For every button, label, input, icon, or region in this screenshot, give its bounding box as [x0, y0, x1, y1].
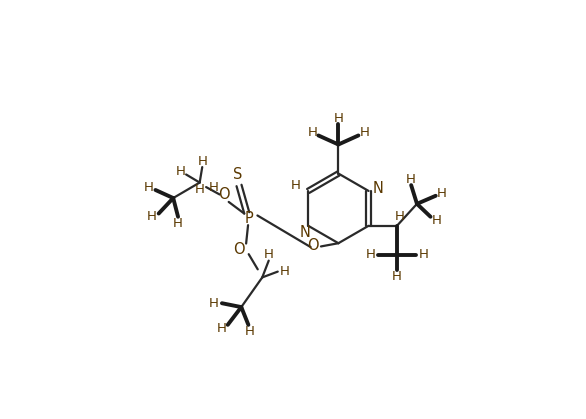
Text: H: H [175, 166, 185, 178]
Text: O: O [308, 238, 319, 253]
Text: H: H [359, 127, 369, 140]
Text: O: O [218, 187, 229, 202]
Text: N: N [299, 225, 311, 241]
Text: H: H [245, 325, 255, 338]
Text: H: H [173, 217, 183, 230]
Text: H: H [437, 187, 447, 200]
Text: H: H [216, 322, 226, 335]
Text: H: H [394, 210, 404, 223]
Text: H: H [291, 178, 300, 191]
Text: H: H [144, 181, 154, 194]
Text: H: H [264, 248, 274, 261]
Text: H: H [146, 210, 156, 223]
Text: H: H [432, 214, 442, 227]
Text: H: H [333, 112, 343, 125]
Text: H: H [280, 265, 289, 278]
Text: H: H [197, 155, 207, 168]
Text: H: H [406, 173, 416, 186]
Text: H: H [208, 181, 218, 194]
Text: S: S [233, 167, 243, 182]
Text: H: H [418, 248, 428, 261]
Text: N: N [372, 181, 383, 196]
Text: P: P [245, 211, 254, 226]
Text: H: H [392, 269, 402, 283]
Text: H: H [366, 248, 376, 261]
Text: O: O [233, 243, 245, 258]
Text: H: H [308, 127, 318, 140]
Text: H: H [209, 297, 219, 310]
Text: H: H [195, 183, 205, 196]
